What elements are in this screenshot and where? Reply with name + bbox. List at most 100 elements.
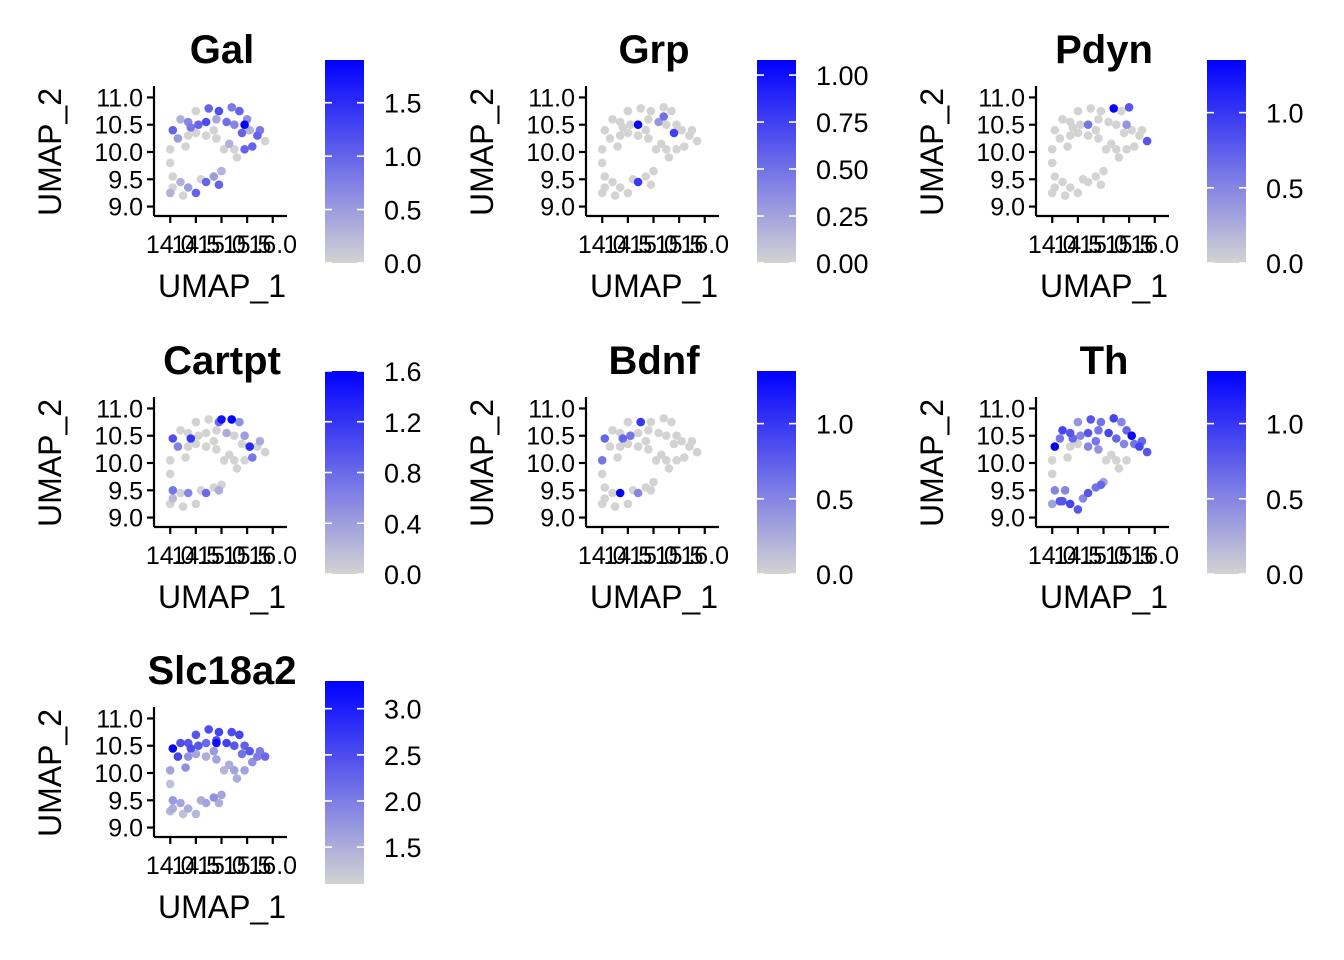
data-point xyxy=(183,752,193,761)
data-point xyxy=(1068,123,1078,132)
data-point xyxy=(610,502,620,511)
data-point xyxy=(212,755,221,764)
x-tick-label: 15.0 xyxy=(1079,542,1128,570)
x-tick-label: 15.5 xyxy=(655,542,704,570)
data-point xyxy=(1047,499,1057,509)
data-point xyxy=(178,502,188,511)
colorbar-tick-label: 0.5 xyxy=(816,485,854,515)
data-point xyxy=(1050,486,1060,495)
data-point xyxy=(649,166,658,176)
plot-title: Gal xyxy=(190,28,254,72)
data-point xyxy=(165,469,175,479)
data-point xyxy=(255,436,265,446)
x-tick-label: 14.0 xyxy=(1028,542,1077,570)
data-point xyxy=(248,453,257,462)
colorbar-tick-label: 0.0 xyxy=(1266,249,1304,279)
data-point xyxy=(672,431,681,440)
y-tick-label: 11.0 xyxy=(528,395,575,423)
panel-grp: Grp 14.014.515.015.516.0 9.09.510.010.511.… xyxy=(464,28,869,304)
data-point xyxy=(1083,442,1093,451)
data-point xyxy=(615,488,625,498)
data-point xyxy=(232,774,242,783)
data-point xyxy=(212,115,221,124)
colorbar-tick-label: 0.5 xyxy=(384,196,422,226)
y-tick-label: 9.0 xyxy=(990,505,1025,533)
y-axis-label: UMAP_2 xyxy=(32,88,68,216)
x-tick-label: 16.0 xyxy=(248,542,297,570)
data-point xyxy=(165,766,175,775)
data-point xyxy=(168,494,178,503)
data-point xyxy=(1083,488,1093,498)
colorbar xyxy=(757,60,796,263)
data-point xyxy=(204,415,213,424)
data-point xyxy=(217,166,226,176)
data-point xyxy=(178,191,188,200)
x-axis-label: UMAP_1 xyxy=(590,268,718,304)
data-point xyxy=(1076,431,1085,440)
data-point xyxy=(1047,469,1057,479)
data-point xyxy=(1091,436,1101,446)
data-point xyxy=(1119,128,1129,138)
data-point xyxy=(656,450,666,460)
data-point xyxy=(618,123,628,132)
plot-title: Th xyxy=(1080,339,1129,383)
data-point xyxy=(245,442,254,451)
y-tick-label: 9.5 xyxy=(540,477,575,505)
data-point xyxy=(1117,417,1126,427)
data-point xyxy=(186,434,196,443)
x-tick-label: 16.0 xyxy=(680,231,729,259)
panel-cartpt: Cartpt 14.014.515.015.516.0 9.09.510.010.5… xyxy=(32,339,422,615)
data-point xyxy=(255,746,265,756)
data-point xyxy=(191,499,201,509)
data-point xyxy=(240,145,249,154)
data-point xyxy=(1055,134,1065,143)
data-point xyxy=(1117,106,1126,116)
data-point xyxy=(1096,417,1106,427)
data-point xyxy=(1106,450,1116,460)
data-point xyxy=(178,809,188,819)
x-tick-label: 15.0 xyxy=(197,542,246,570)
colorbar-tick-label: 1.0 xyxy=(816,410,854,440)
data-point xyxy=(687,436,697,446)
panel-th: Th 14.014.515.015.516.0 9.09.510.010.511.0… xyxy=(914,339,1304,615)
data-point xyxy=(680,453,689,462)
data-point xyxy=(636,104,645,113)
colorbar xyxy=(325,60,364,263)
data-point xyxy=(240,741,249,750)
data-point xyxy=(165,779,175,789)
x-tick-label: 15.5 xyxy=(223,231,272,259)
data-point xyxy=(1047,158,1057,168)
data-point xyxy=(664,153,674,162)
data-point xyxy=(230,766,239,775)
data-point xyxy=(623,188,633,198)
data-point xyxy=(654,117,663,127)
data-point xyxy=(209,793,219,802)
y-tick-label: 10.5 xyxy=(526,112,575,140)
data-point xyxy=(165,158,175,168)
data-point xyxy=(636,417,645,427)
colorbar-tick-label: 0.75 xyxy=(816,108,869,138)
data-point xyxy=(623,417,633,427)
y-tick-label: 11.0 xyxy=(978,395,1025,423)
data-point xyxy=(680,142,689,151)
data-point xyxy=(201,752,211,761)
data-point xyxy=(1094,134,1103,143)
y-tick-label: 10.0 xyxy=(976,139,1025,167)
data-point xyxy=(1124,103,1134,112)
data-point xyxy=(222,738,231,748)
data-point xyxy=(165,145,175,154)
data-point xyxy=(214,486,224,495)
data-point xyxy=(201,488,211,498)
data-point xyxy=(209,172,219,181)
data-point xyxy=(1142,447,1152,457)
data-point xyxy=(1073,417,1083,427)
data-point xyxy=(623,106,633,116)
data-point xyxy=(1109,414,1118,423)
data-point xyxy=(235,417,244,427)
data-point xyxy=(644,134,653,143)
y-tick-label: 11.0 xyxy=(96,84,143,112)
data-point xyxy=(633,120,643,129)
data-point xyxy=(214,180,224,189)
data-point xyxy=(659,414,668,423)
